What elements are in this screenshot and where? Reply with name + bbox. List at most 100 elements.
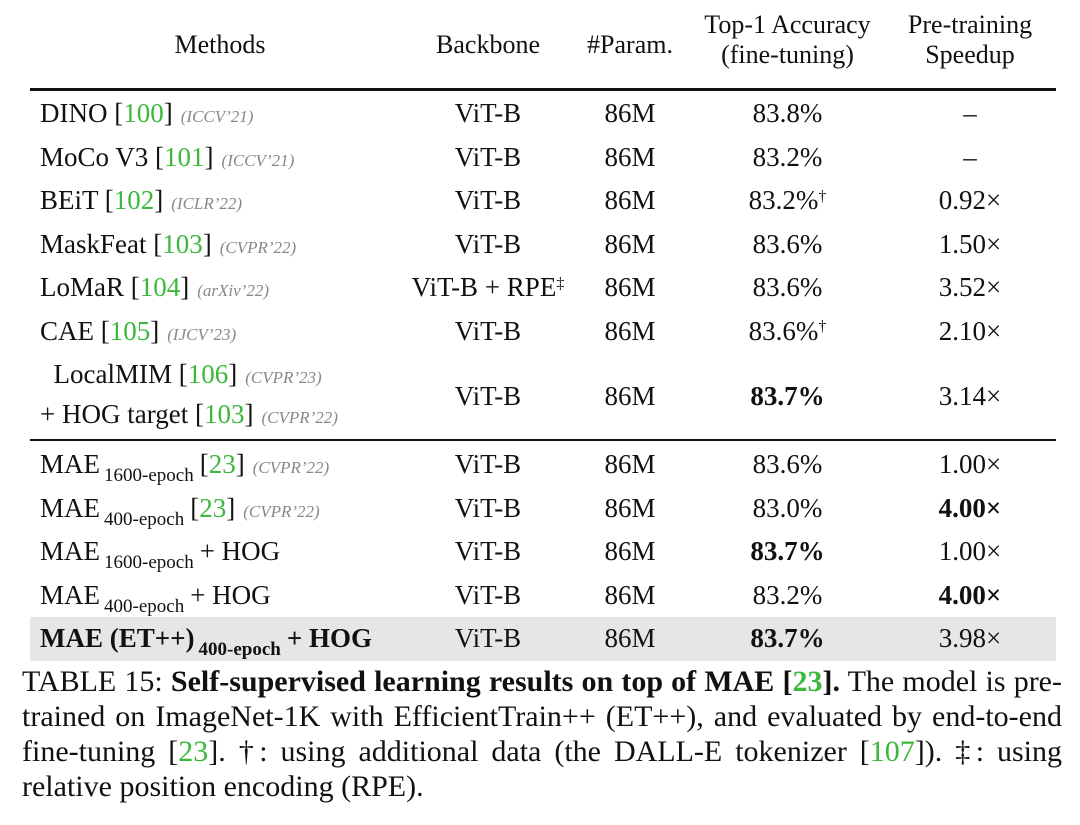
method-name: BEiT xyxy=(40,185,105,216)
speedup-cell: 0.92× xyxy=(938,185,1002,216)
citation-link[interactable]: 104 xyxy=(139,272,181,303)
param-cell: 86M xyxy=(604,536,656,567)
top1-cell: 83.6% † xyxy=(690,310,885,354)
backbone-cell: ViT-B xyxy=(390,92,586,136)
method-line: MAE 400-epoch [23] (CVPR’22) xyxy=(40,492,320,530)
bracket: [ xyxy=(190,492,200,523)
backbone-value: ViT-B xyxy=(454,449,522,480)
backbone-cell: ViT-B xyxy=(390,574,586,618)
table-row: LocalMIM [106] (CVPR’23) + HOG target [103… xyxy=(30,353,1056,439)
top1-value: 83.6% xyxy=(752,449,823,480)
table-row: MAE 1600-epoch [23] (CVPR’22) ViT-B 86M 83.6% 1… xyxy=(30,443,1056,487)
bracket: [ xyxy=(155,141,165,172)
caption-ref[interactable]: 107 xyxy=(869,735,915,768)
bracket: [ xyxy=(130,272,140,303)
method-line: CAE [105] (IJCV’23) xyxy=(40,316,236,347)
venue-label: (CVPR’22) xyxy=(219,237,297,257)
method-line: MaskFeat [103] (CVPR’22) xyxy=(40,229,296,260)
caption-title-end: ]. xyxy=(822,665,840,698)
method-line: + HOG target [103] (CVPR’22) xyxy=(40,396,338,436)
param-cell: 86M xyxy=(604,98,656,129)
backbone-cell: ViT-B + RPE ‡ xyxy=(390,266,586,310)
method-subscript: 1600-epoch xyxy=(104,465,194,487)
header-top1-line1: Top-1 Accuracy xyxy=(704,10,871,39)
top1-cell: 83.7% xyxy=(690,617,885,661)
citation-link[interactable]: 102 xyxy=(113,185,155,216)
citation-link[interactable]: 103 xyxy=(203,399,245,429)
top1-cell: 83.2% xyxy=(690,136,885,180)
citation-link[interactable]: 101 xyxy=(164,141,205,172)
header-backbone: Backbone xyxy=(436,30,540,59)
method-name: + HOG xyxy=(286,623,372,654)
bracket: ] xyxy=(150,315,160,346)
top1-cell: 83.0% xyxy=(690,487,885,531)
caption-text: The model is pre-trained on ImageNet-1K … xyxy=(22,665,1062,768)
header-speedup-line2: Speedup xyxy=(925,40,1015,69)
citation-link[interactable]: 23 xyxy=(208,449,236,480)
method-line: LocalMIM [106] (CVPR’23) xyxy=(40,356,322,396)
method-cell: MaskFeat [103] (CVPR’22) xyxy=(40,223,296,267)
backbone-cell: ViT-B xyxy=(390,487,586,531)
backbone-cell: ViT-B xyxy=(390,530,586,574)
caption-ref[interactable]: 23 xyxy=(178,735,209,768)
bracket: ] xyxy=(228,359,238,389)
caption-title-text: Self-supervised learning results on top … xyxy=(170,665,793,698)
method-cell: MAE 400-epoch + HOG xyxy=(40,574,271,618)
backbone-value: ViT-B + RPE xyxy=(411,272,557,303)
top1-value: 83.8% xyxy=(752,98,823,129)
param-cell: 86M xyxy=(604,185,656,216)
param-cell: 86M xyxy=(604,141,656,172)
citation-link[interactable]: 100 xyxy=(123,98,164,129)
bracket: [ xyxy=(100,315,110,346)
backbone-cell: ViT-B xyxy=(390,223,586,267)
speedup-cell: 3.52× xyxy=(938,272,1002,303)
method-line: MAE 1600-epoch + HOG xyxy=(40,536,281,573)
backbone-value: ViT-B xyxy=(454,579,522,610)
venue-label: (ICCV’21) xyxy=(221,150,295,170)
citation-link[interactable]: 105 xyxy=(109,315,151,346)
bracket: [ xyxy=(153,228,163,259)
backbone-value: ViT-B xyxy=(454,98,522,129)
mid-rule xyxy=(30,439,1056,441)
citation-link[interactable]: 23 xyxy=(199,492,227,523)
method-name: LocalMIM xyxy=(40,359,179,389)
method-name: CAE xyxy=(40,315,101,346)
backbone-value: ViT-B xyxy=(454,536,522,567)
param-cell: 86M xyxy=(604,449,656,480)
top1-cell: 83.6% xyxy=(690,443,885,487)
header-speedup-line1: Pre-training xyxy=(907,10,1033,39)
backbone-cell: ViT-B xyxy=(390,179,586,223)
venue-label: (arXiv’22) xyxy=(197,281,270,301)
method-name: DINO xyxy=(40,98,115,129)
citation-link[interactable]: 106 xyxy=(187,359,229,389)
venue-label: (CVPR’23) xyxy=(245,368,322,387)
param-cell: 86M xyxy=(604,623,656,654)
bracket: [ xyxy=(104,185,114,216)
backbone-value: ViT-B xyxy=(454,315,522,346)
citation-link[interactable]: 103 xyxy=(162,228,203,259)
method-line: LoMaR [104] (arXiv’22) xyxy=(40,272,269,303)
table-row: MAE 400-epoch [23] (CVPR’22) ViT-B 86M 83.0% 4.… xyxy=(30,487,1056,531)
method-line: DINO [100] (ICCV’21) xyxy=(40,98,253,129)
param-cell: 86M xyxy=(604,228,656,259)
bracket: ] xyxy=(163,98,173,129)
venue-label: (ICCV’21) xyxy=(180,107,254,127)
caption-ref[interactable]: 23 xyxy=(792,665,823,698)
top1-cell: 83.8% xyxy=(690,92,885,136)
speedup-cell: 3.98× xyxy=(938,623,1002,654)
method-cell: MAE (ET++) 400-epoch + HOG xyxy=(40,617,372,661)
caption-title: Self-supervised learning results on top … xyxy=(171,665,840,698)
method-name: MAE xyxy=(40,579,100,610)
top-rule xyxy=(30,88,1056,91)
top1-value: 83.2% xyxy=(752,579,823,610)
header-speedup: Pre-training Speedup xyxy=(880,10,1060,70)
backbone-cell: ViT-B xyxy=(390,443,586,487)
top1-value: 83.7% xyxy=(750,623,825,654)
method-line: MAE 1600-epoch [23] (CVPR’22) xyxy=(40,449,329,486)
footnote-mark: ‡ xyxy=(556,274,565,292)
method-cell: MAE 1600-epoch [23] (CVPR’22) xyxy=(40,443,329,487)
method-cell: MAE 1600-epoch + HOG xyxy=(40,530,280,574)
method-name: + HOG xyxy=(199,536,281,567)
param-cell: 86M xyxy=(604,492,656,523)
bracket: [ xyxy=(178,359,188,389)
